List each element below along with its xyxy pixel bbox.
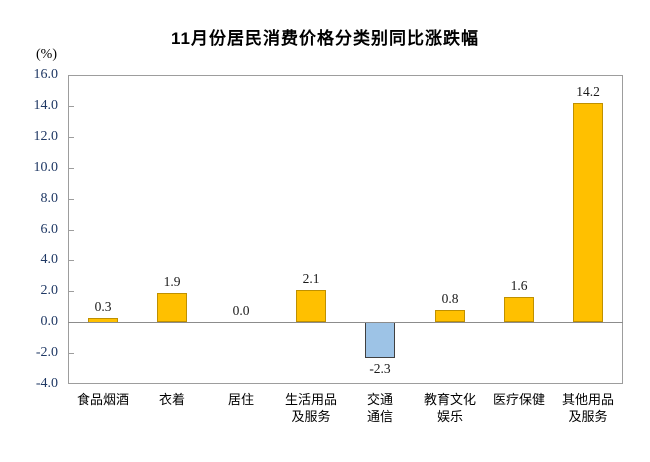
y-axis-unit-label: (%) (36, 47, 57, 62)
y-tick-label: 2.0 (40, 283, 59, 299)
plot-area (68, 75, 623, 384)
y-tick-label: -4.0 (35, 376, 58, 391)
x-category-label: 食品烟酒 (76, 392, 129, 407)
y-tick-label: 8.0 (40, 190, 59, 206)
bar (296, 290, 326, 322)
bar-value-label: 0.0 (232, 303, 250, 318)
y-tick-mark (69, 168, 74, 169)
chart-title: 11月份居民消费价格分类别同比涨跌幅 (171, 29, 479, 48)
y-tick-label: 12.0 (33, 128, 59, 144)
y-tick-label: -2.0 (35, 345, 58, 361)
x-category-label: 其他用品 及服务 (561, 392, 614, 424)
y-tick-label: 6.0 (40, 221, 59, 237)
y-tick-mark (69, 260, 74, 261)
bar (573, 103, 603, 322)
y-tick-mark (69, 137, 74, 138)
y-tick-mark (69, 199, 74, 200)
bar (504, 297, 534, 322)
x-category-label: 衣着 (158, 392, 185, 407)
y-tick-mark (69, 106, 74, 107)
y-tick-mark (69, 291, 74, 292)
bar-value-label: 1.6 (510, 278, 528, 293)
bar-value-label: 2.1 (302, 271, 320, 286)
y-tick-mark (69, 353, 74, 354)
y-tick-label: 4.0 (40, 252, 59, 268)
y-tick-label: 16.0 (33, 67, 59, 82)
bar-value-label: 0.8 (441, 291, 459, 306)
y-tick-label: 10.0 (33, 159, 59, 175)
bar (435, 310, 465, 322)
x-category-label: 教育文化 娱乐 (423, 392, 476, 424)
x-category-label: 居住 (227, 392, 254, 407)
y-tick-mark (69, 230, 74, 231)
y-tick-label: 0.0 (40, 314, 59, 330)
x-category-label: 医疗保健 (492, 392, 545, 407)
bar-value-label: 0.3 (94, 299, 112, 314)
x-category-label: 生活用品 及服务 (284, 392, 337, 424)
bar (157, 293, 187, 322)
bar-value-label: -2.3 (369, 361, 391, 376)
x-category-label: 交通 通信 (366, 392, 393, 424)
bar-value-label: 1.9 (163, 274, 181, 289)
bar (365, 322, 395, 358)
bar-value-label: 14.2 (576, 84, 600, 99)
y-tick-label: 14.0 (33, 97, 59, 113)
zero-axis-line (68, 322, 623, 323)
